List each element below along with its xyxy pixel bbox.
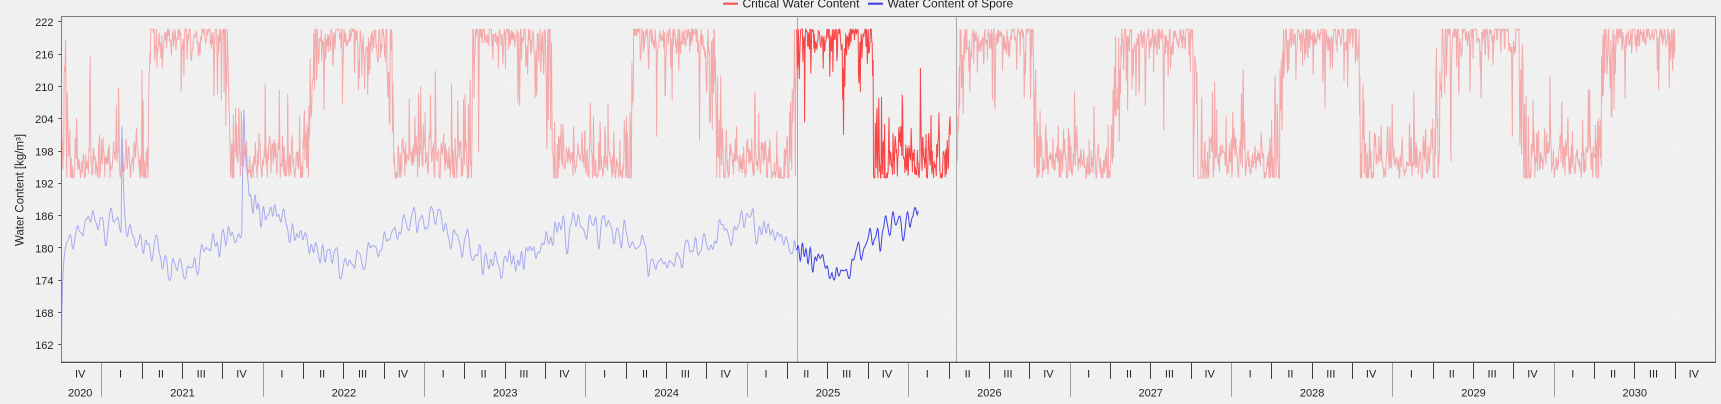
svg-text:IV: IV (1366, 368, 1377, 380)
svg-text:Water Content of Spore: Water Content of Spore (888, 0, 1014, 11)
svg-text:III: III (1649, 368, 1658, 380)
svg-text:2026: 2026 (977, 388, 1001, 400)
svg-text:2028: 2028 (1300, 388, 1324, 400)
svg-text:III: III (1003, 368, 1012, 380)
svg-text:I: I (1249, 368, 1252, 380)
svg-text:2029: 2029 (1461, 388, 1485, 400)
svg-text:I: I (603, 368, 606, 380)
svg-text:Water Content [kg/m³]: Water Content [kg/m³] (15, 134, 27, 246)
svg-text:I: I (1087, 368, 1090, 380)
svg-text:2020: 2020 (68, 388, 92, 400)
svg-text:210: 210 (35, 82, 53, 94)
svg-text:168: 168 (35, 308, 53, 320)
svg-text:Critical Water Content: Critical Water Content (743, 0, 861, 11)
svg-text:216: 216 (35, 50, 53, 62)
svg-text:I: I (764, 368, 767, 380)
svg-text:192: 192 (35, 179, 53, 191)
svg-text:III: III (197, 368, 206, 380)
svg-text:I: I (1571, 368, 1574, 380)
svg-text:IV: IV (559, 368, 570, 380)
svg-text:II: II (158, 368, 164, 380)
svg-text:III: III (519, 368, 528, 380)
svg-text:III: III (1488, 368, 1497, 380)
svg-text:IV: IV (75, 368, 86, 380)
svg-text:II: II (1126, 368, 1132, 380)
svg-text:I: I (280, 368, 283, 380)
svg-text:IV: IV (1204, 368, 1215, 380)
svg-text:2025: 2025 (816, 388, 840, 400)
svg-text:IV: IV (1689, 368, 1700, 380)
svg-text:222: 222 (35, 17, 53, 29)
svg-text:II: II (1610, 368, 1616, 380)
svg-text:IV: IV (1043, 368, 1054, 380)
svg-text:II: II (1287, 368, 1293, 380)
svg-text:162: 162 (35, 340, 53, 352)
svg-text:IV: IV (1527, 368, 1538, 380)
svg-text:I: I (926, 368, 929, 380)
svg-text:III: III (1326, 368, 1335, 380)
svg-text:III: III (358, 368, 367, 380)
svg-text:III: III (1165, 368, 1174, 380)
svg-text:IV: IV (398, 368, 409, 380)
svg-text:174: 174 (35, 276, 53, 288)
svg-text:180: 180 (35, 243, 53, 255)
svg-text:I: I (119, 368, 122, 380)
svg-text:2030: 2030 (1623, 388, 1647, 400)
svg-text:II: II (481, 368, 487, 380)
svg-text:III: III (681, 368, 690, 380)
svg-text:II: II (319, 368, 325, 380)
svg-text:II: II (1449, 368, 1455, 380)
svg-text:III: III (842, 368, 851, 380)
svg-text:IV: IV (236, 368, 247, 380)
svg-text:II: II (965, 368, 971, 380)
svg-text:2022: 2022 (332, 388, 356, 400)
svg-text:II: II (642, 368, 648, 380)
svg-text:2023: 2023 (493, 388, 517, 400)
svg-text:2024: 2024 (654, 388, 678, 400)
svg-text:2021: 2021 (170, 388, 194, 400)
svg-text:II: II (803, 368, 809, 380)
svg-text:2027: 2027 (1138, 388, 1162, 400)
svg-text:I: I (442, 368, 445, 380)
svg-text:198: 198 (35, 146, 53, 158)
svg-text:I: I (1410, 368, 1413, 380)
svg-text:IV: IV (882, 368, 893, 380)
svg-text:IV: IV (720, 368, 731, 380)
svg-text:204: 204 (35, 114, 53, 126)
svg-text:186: 186 (35, 211, 53, 223)
